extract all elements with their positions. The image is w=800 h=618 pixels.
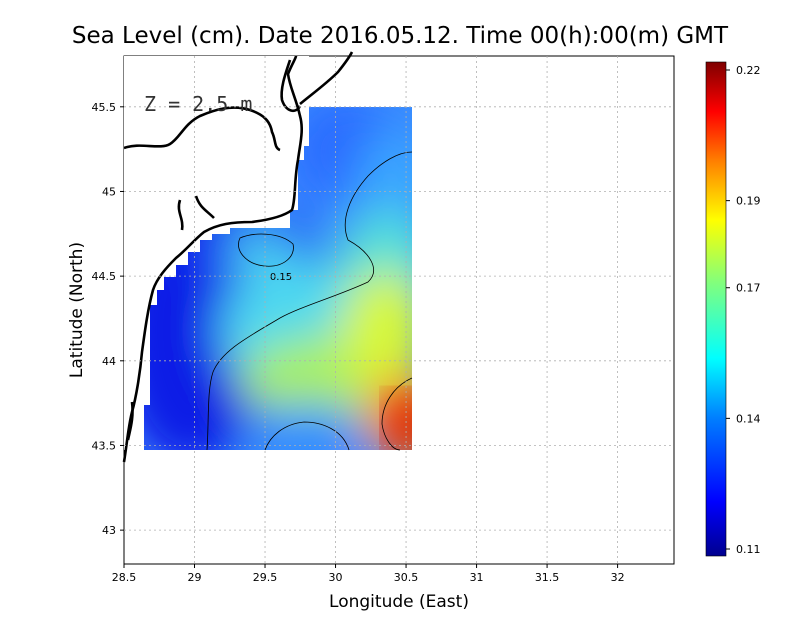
y-tick-label: 45.5 [92,101,117,114]
contour-hotspot [381,377,413,451]
coastline [122,51,354,463]
y-tick-label: 44.5 [92,270,117,283]
x-tick-label: 29.5 [253,571,278,584]
x-axis-label: Longitude (East) [329,592,469,612]
x-tick-label: 28.5 [112,571,137,584]
colorbar-tick-label: 0.19 [736,195,761,208]
field-blob-hotspot-core [388,397,412,450]
chart-title: Sea Level (cm). Date 2016.05.12. Time 00… [72,23,729,49]
y-axis: 43 43.5 44 44.5 45 45.5 [92,101,124,537]
y-tick-label: 43.5 [92,439,117,452]
y-tick-label: 44 [102,355,116,368]
x-tick-label: 31 [470,571,484,584]
x-tick-label: 32 [611,571,625,584]
x-tick-label: 30 [329,571,343,584]
colorbar-ticks: 0.11 0.14 0.17 0.19 0.22 [726,64,761,556]
colorbar-tick-label: 0.14 [736,412,761,425]
grid-lines [124,56,674,564]
contour-eddy [238,233,294,267]
colorbar [705,61,727,557]
field-blob-southeast [340,270,412,390]
field-blob-eddy [226,232,290,268]
x-tick-label: 30.5 [394,571,419,584]
x-axis: 28.5 29 29.5 30 30.5 31 31.5 32 [112,564,625,584]
colorbar-tick-label: 0.17 [736,282,761,295]
colorbar-tick-label: 0.11 [736,543,761,556]
y-tick-label: 45 [102,185,116,198]
y-axis-label: Latitude (North) [67,242,87,378]
x-tick-label: 29 [188,571,202,584]
land-mask [124,56,309,450]
contour-south [264,421,350,451]
field-blob-south [245,405,365,450]
y-tick-label: 43 [102,524,116,537]
depth-annotation: Z = 2.5 m [144,92,252,116]
colorbar-tick-label: 0.22 [736,64,761,77]
x-tick-label: 31.5 [535,571,560,584]
contour-main [206,151,413,451]
contour-label: 0.15 [270,272,292,283]
contour-lines [206,151,413,451]
